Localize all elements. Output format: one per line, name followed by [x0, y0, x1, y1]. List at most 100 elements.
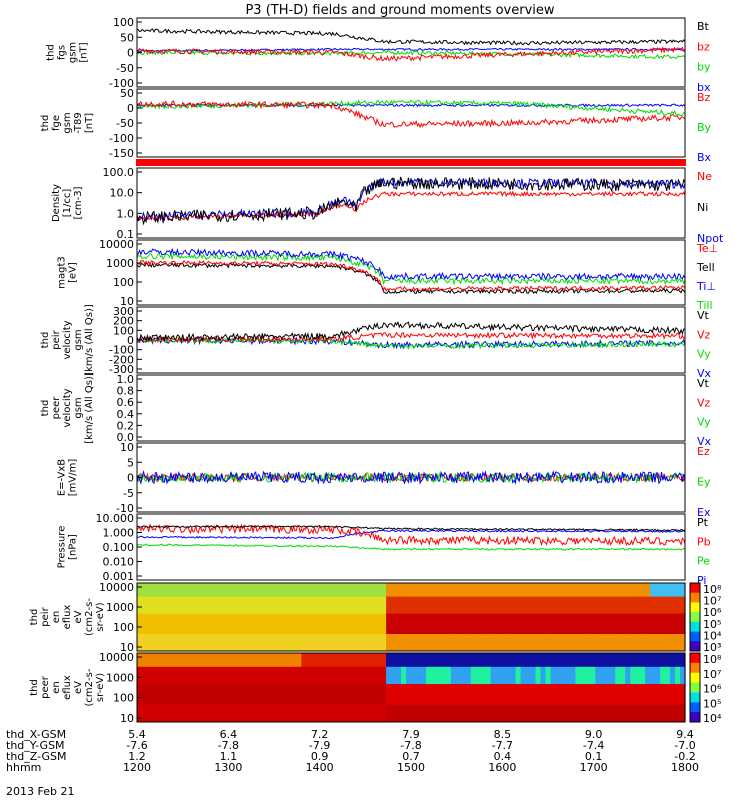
spectrogram-cell: [301, 583, 307, 598]
spectrogram-cell: [430, 613, 437, 635]
spectrogram-cell: [540, 666, 547, 685]
spectrogram-cell: [415, 634, 422, 652]
spectrogram-cell: [191, 596, 198, 615]
spectrogram-cell: [361, 596, 367, 615]
spectrogram-cell: [555, 596, 562, 615]
spectrogram-cell: [256, 704, 263, 723]
spectrogram-cell: [670, 653, 676, 668]
spectrogram-cell: [595, 583, 601, 598]
spectrogram-cell: [281, 653, 288, 668]
panel-frame: [136, 239, 686, 306]
spectrogram-cell: [525, 583, 532, 598]
colorbar-segment: [690, 621, 700, 633]
spectrogram-cell: [540, 684, 547, 706]
colorbar-tick: 10⁵: [703, 618, 721, 631]
spectrogram-cell: [211, 613, 218, 635]
spectrogram-cell: [316, 704, 322, 723]
spectrogram-cell: [525, 596, 532, 615]
spectrogram-cell: [271, 684, 278, 706]
spectrogram-cell: [381, 634, 387, 652]
spectrogram-cell: [650, 583, 656, 598]
spectrogram-cell: [381, 666, 387, 685]
spectrogram-cell: [445, 666, 452, 685]
spectrogram-cell: [550, 634, 557, 652]
legend-entry: Te⊥: [696, 242, 718, 255]
spectrogram-cell: [490, 596, 497, 615]
spectrogram-cell: [635, 704, 641, 723]
spectrogram-cell: [550, 583, 557, 598]
spectrogram-cell: [455, 704, 462, 723]
spectrogram-cell: [590, 684, 596, 706]
spectrogram-cell: [411, 634, 417, 652]
spectrogram-cell: [221, 596, 228, 615]
spectrogram-cell: [236, 583, 243, 598]
y-axis-label: [nT]: [84, 113, 95, 133]
spectrogram-cell: [296, 653, 302, 668]
y-tick-label: 0.8: [117, 385, 135, 398]
spectrogram-cell: [510, 613, 517, 635]
y-tick-label: 0.6: [117, 396, 135, 409]
spectrogram-cell: [221, 583, 228, 598]
spectrogram-cell: [610, 596, 616, 615]
x-tick-label: -7.8: [400, 739, 421, 752]
spectrogram-cell: [475, 653, 482, 668]
spectrogram-cell: [186, 596, 193, 615]
spectrogram-cell: [475, 684, 482, 706]
spectrogram-cell: [475, 634, 482, 652]
y-axis-label: velocity: [62, 320, 73, 359]
spectrogram-cell: [266, 666, 273, 685]
spectrogram-cell: [366, 653, 372, 668]
y-tick-label: 0.0: [117, 431, 135, 444]
spectrogram-cell: [585, 596, 591, 615]
spectrogram-cell: [366, 583, 372, 598]
spectrogram-cell: [311, 613, 317, 635]
y-tick-label: 50: [120, 87, 134, 100]
spectrogram-cell: [306, 653, 312, 668]
spectrogram-cell: [615, 666, 621, 685]
spectrogram-cell: [500, 704, 507, 723]
spectrogram-cell: [605, 704, 611, 723]
spectrogram-cell: [291, 583, 298, 598]
spectrogram-cell: [570, 666, 576, 685]
y-tick-label: 100: [113, 621, 134, 634]
spectrogram-cell: [166, 666, 173, 685]
spectrogram-cell: [141, 583, 148, 598]
spectrogram-cell: [490, 583, 497, 598]
spectrogram-cell: [271, 704, 278, 723]
spectrogram-cell: [620, 653, 626, 668]
colorbar-tick: 10⁴: [703, 712, 722, 725]
y-axis-label: gsm: [68, 42, 79, 63]
spectrogram-cell: [391, 634, 397, 652]
spectrogram-cell: [176, 596, 183, 615]
spectrogram-cell: [231, 653, 238, 668]
spectrogram-cell: [246, 684, 253, 706]
spectrogram-cell: [241, 704, 248, 723]
spectrogram-cell: [351, 596, 357, 615]
spectrogram-cell: [630, 583, 636, 598]
spectrogram-cell: [465, 596, 472, 615]
spectrogram-cell: [610, 634, 616, 652]
spectrogram-cell: [445, 596, 452, 615]
spectrogram-cell: [156, 596, 163, 615]
spectrogram-cell: [530, 596, 537, 615]
spectrogram-cell: [680, 666, 686, 685]
spectrogram-cell: [401, 684, 407, 706]
spectrogram-cell: [415, 583, 422, 598]
spectrogram-cell: [366, 613, 372, 635]
spectrogram-cell: [386, 596, 392, 615]
spectrogram-cell: [191, 613, 198, 635]
spectrogram-cell: [161, 596, 168, 615]
x-row-label: thd_Y-GSM: [6, 739, 65, 752]
spectrogram-cell: [675, 596, 681, 615]
legend-entry: Npot: [697, 232, 724, 245]
spectrogram-cell: [500, 653, 507, 668]
spectrogram-cell: [346, 684, 352, 706]
spectrogram-cell: [640, 613, 646, 635]
spectrogram-cell: [186, 684, 193, 706]
colorbar-segment: [690, 692, 700, 703]
spectrogram-cell: [580, 653, 586, 668]
spectrogram-cell: [236, 634, 243, 652]
spectrogram-cell: [281, 583, 288, 598]
colorbar-segment: [690, 653, 700, 664]
spectrogram-cell: [381, 613, 387, 635]
